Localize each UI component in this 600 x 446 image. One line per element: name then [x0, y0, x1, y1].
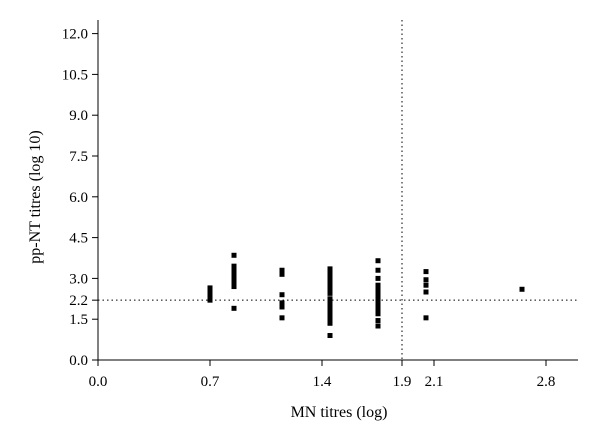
data-point — [279, 315, 285, 321]
data-point — [327, 270, 333, 276]
data-point — [327, 308, 333, 314]
data-point — [327, 290, 333, 296]
data-point — [375, 299, 381, 305]
data-point — [327, 282, 333, 288]
data-point — [423, 269, 429, 275]
data-point — [423, 282, 429, 288]
data-point — [519, 286, 525, 292]
data-point — [231, 275, 237, 281]
data-point — [231, 284, 237, 290]
data-point — [375, 323, 381, 329]
data-point — [375, 307, 381, 313]
axes — [92, 20, 578, 366]
data-point — [423, 315, 429, 321]
data-point — [375, 286, 381, 292]
data-point — [327, 286, 333, 292]
tick-labels: 0.0 1.5 2.2 3.0 4.5 6.0 7.5 9.0 10.5 12.0 0.0 0.7 1.… — [62, 27, 556, 390]
data-point — [375, 267, 381, 273]
data-point — [279, 292, 285, 298]
data-point — [207, 297, 213, 303]
data-point — [207, 289, 213, 295]
data-point — [231, 252, 237, 258]
data-point — [375, 282, 381, 288]
data-point — [375, 258, 381, 264]
x-axis-title: MN titres (log) — [291, 404, 388, 421]
data-point — [327, 333, 333, 339]
data-point — [231, 279, 237, 285]
data-point — [279, 304, 285, 310]
data-point — [375, 311, 381, 317]
data-point — [375, 294, 381, 300]
data-point — [423, 277, 429, 283]
y-tick-label: 7.5 — [69, 149, 88, 165]
data-point — [423, 289, 429, 295]
data-point — [327, 316, 333, 322]
y-tick-label: 2.2 — [69, 293, 88, 309]
data-point — [375, 303, 381, 309]
x-tick-label: 1.4 — [313, 374, 332, 390]
x-tick-label: 2.1 — [425, 374, 444, 390]
data-point — [327, 266, 333, 272]
data-point — [231, 305, 237, 311]
data-point — [279, 267, 285, 273]
data-point — [231, 263, 237, 269]
data-point — [327, 278, 333, 284]
y-tick-label: 12.0 — [62, 27, 88, 43]
data-point — [207, 285, 213, 291]
y-tick-label: 9.0 — [69, 108, 88, 124]
y-axis-title: pp-NT titres (log 10) — [27, 130, 44, 263]
data-point — [207, 293, 213, 299]
data-point — [327, 304, 333, 310]
x-tick-label: 0.7 — [201, 374, 220, 390]
y-tick-label: 4.5 — [69, 231, 88, 247]
x-tick-label: 2.8 — [537, 374, 556, 390]
y-tick-label: 1.5 — [69, 312, 88, 328]
data-point — [375, 318, 381, 324]
data-point — [327, 296, 333, 302]
data-point — [375, 275, 381, 281]
y-tick-label: 3.0 — [69, 271, 88, 287]
data-point — [231, 267, 237, 273]
x-tick-label: 1.9 — [393, 374, 412, 390]
y-tick-label: 0.0 — [69, 353, 88, 369]
data-point — [327, 300, 333, 306]
y-tick-label: 6.0 — [69, 190, 88, 206]
data-point — [327, 320, 333, 326]
data-point — [375, 290, 381, 296]
data-point — [279, 271, 285, 277]
reference-lines — [98, 20, 578, 360]
data-point — [279, 300, 285, 306]
data-point — [327, 274, 333, 280]
data-point — [327, 312, 333, 318]
data-points — [207, 252, 525, 339]
data-point — [231, 271, 237, 277]
x-tick-label: 0.0 — [89, 374, 108, 390]
y-tick-label: 10.5 — [62, 67, 88, 83]
